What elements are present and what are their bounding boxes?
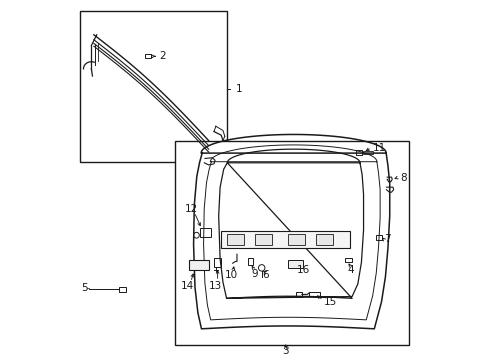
Text: 15: 15 (324, 297, 337, 307)
Bar (200, 228, 210, 237)
Text: 16: 16 (296, 265, 309, 275)
Bar (188, 260, 208, 270)
Text: 14: 14 (180, 281, 193, 291)
Text: 12: 12 (184, 204, 198, 214)
Text: 11: 11 (372, 143, 386, 153)
Bar (362, 150, 372, 154)
Bar (355, 150, 362, 154)
Text: 4: 4 (346, 265, 353, 275)
Bar (295, 292, 302, 297)
Text: 5: 5 (81, 283, 87, 293)
Bar (287, 234, 304, 245)
Bar (345, 258, 351, 262)
Text: 2: 2 (159, 51, 166, 61)
Text: 9: 9 (251, 269, 257, 279)
Bar (316, 234, 333, 245)
Text: 13: 13 (208, 281, 221, 291)
Text: 6: 6 (262, 270, 269, 280)
Text: 10: 10 (224, 270, 237, 280)
Bar (144, 54, 150, 58)
Bar (308, 292, 319, 296)
Bar (174, 140, 408, 345)
Bar (287, 260, 302, 267)
Bar (221, 231, 349, 248)
Bar (247, 258, 252, 265)
Bar (375, 235, 382, 239)
Text: 7: 7 (383, 234, 389, 244)
Text: 8: 8 (399, 173, 406, 183)
Bar (227, 234, 244, 245)
Text: 3: 3 (282, 346, 288, 356)
Bar (214, 258, 221, 267)
Bar (119, 287, 125, 292)
Bar (80, 12, 226, 162)
Bar (255, 234, 272, 245)
Text: 1: 1 (235, 84, 242, 94)
